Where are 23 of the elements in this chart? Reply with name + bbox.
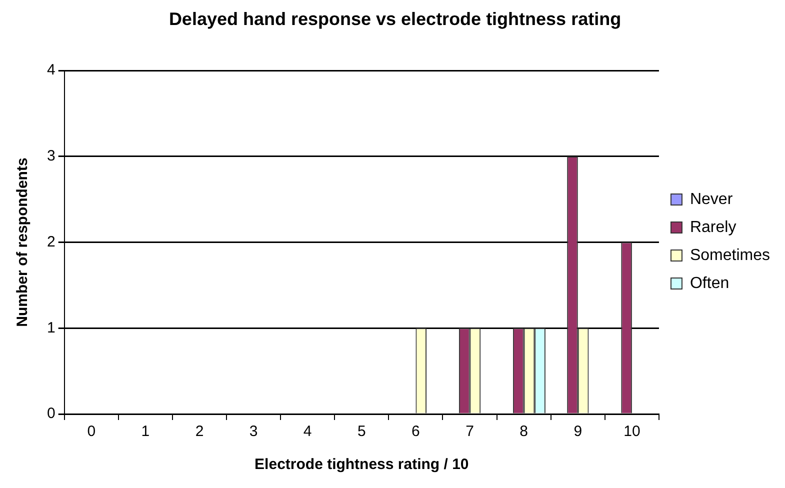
x-tick-label: 4 xyxy=(303,423,312,440)
y-tick-label: 3 xyxy=(47,148,56,165)
x-tick-label: 10 xyxy=(624,423,640,440)
y-tick-label: 0 xyxy=(47,405,56,422)
x-tick-label: 0 xyxy=(87,423,96,440)
x-tick-label: 8 xyxy=(520,423,528,440)
x-tick-label: 9 xyxy=(574,423,582,440)
legend-label: Sometimes xyxy=(690,246,770,264)
chart-title: Delayed hand response vs electrode tightness rating xyxy=(168,8,622,29)
x-tick-label: 6 xyxy=(412,423,420,440)
legend-label: Often xyxy=(690,274,730,292)
y-tick-label: 2 xyxy=(47,233,56,250)
legend-label: Never xyxy=(690,190,734,208)
x-axis-title: Electrode tightness rating / 10 xyxy=(254,456,469,474)
x-tick-label: 1 xyxy=(141,423,150,440)
x-tick-label: 5 xyxy=(357,423,366,440)
x-tick-label: 2 xyxy=(195,423,204,440)
y-tick-label: 1 xyxy=(47,319,56,336)
legend-label: Rarely xyxy=(690,218,736,236)
x-tick-label: 7 xyxy=(466,423,474,440)
y-tick-label: 4 xyxy=(47,62,56,79)
x-tick-label: 3 xyxy=(249,423,258,440)
y-axis-title: Number of respondents xyxy=(14,158,32,327)
